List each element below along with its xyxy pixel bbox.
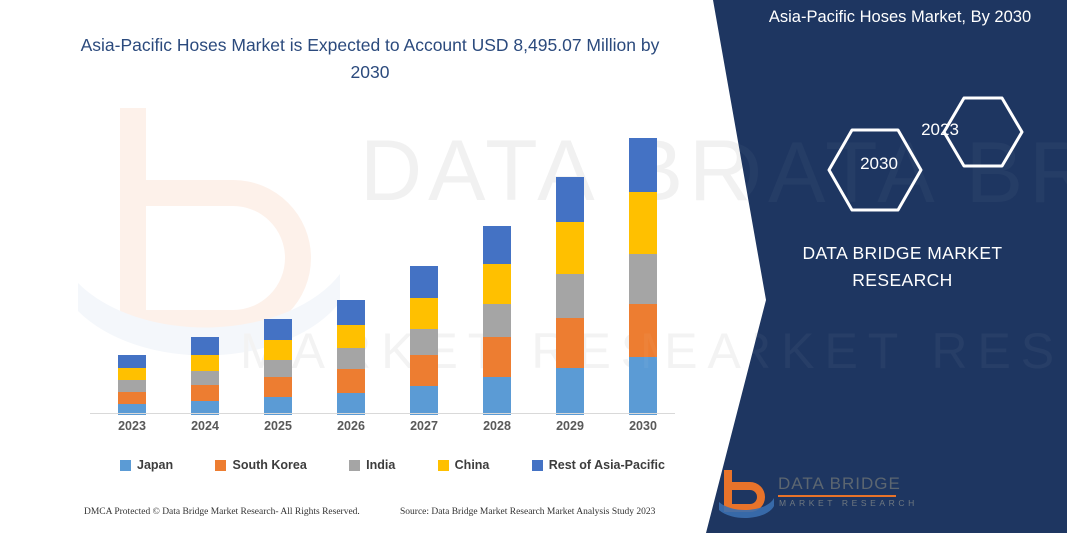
legend-swatch-icon bbox=[531, 459, 543, 471]
bar-2030 bbox=[629, 138, 657, 415]
legend-label: Rest of Asia-Pacific bbox=[548, 458, 665, 472]
hexagon-group: 2030 2023 bbox=[812, 92, 1042, 212]
hexagon-2023-label: 2023 bbox=[921, 120, 959, 139]
legend-item-india[interactable]: India bbox=[349, 458, 395, 472]
stacked-bar-chart bbox=[90, 120, 670, 415]
bar-segment-2024-rest-of-asia-pacific bbox=[191, 337, 219, 355]
x-axis-label-2026: 2026 bbox=[337, 419, 365, 433]
legend-label: Japan bbox=[137, 458, 174, 472]
panel-title: Asia-Pacific Hoses Market, By 2030 bbox=[768, 8, 1032, 26]
bar-segment-2030-south-korea bbox=[629, 304, 657, 357]
bar-2025 bbox=[264, 319, 292, 415]
bar-segment-2025-rest-of-asia-pacific bbox=[264, 319, 292, 340]
bar-segment-2030-rest-of-asia-pacific bbox=[629, 138, 657, 192]
brand-line-2: RESEARCH bbox=[852, 270, 953, 290]
x-axis-label-2030: 2030 bbox=[629, 419, 657, 433]
brand-line-1: DATA BRIDGE MARKET bbox=[802, 243, 1003, 263]
bar-segment-2027-china bbox=[410, 298, 438, 329]
bar-segment-2024-china bbox=[191, 355, 219, 371]
bar-segment-2026-south-korea bbox=[337, 369, 365, 393]
legend-item-china[interactable]: China bbox=[437, 458, 490, 472]
bar-segment-2028-india bbox=[483, 304, 511, 337]
bar-segment-2024-india bbox=[191, 371, 219, 385]
legend-item-rest-of-asia-pacific[interactable]: Rest of Asia-Pacific bbox=[531, 458, 665, 472]
footer-source-text: Source: Data Bridge Market Research Mark… bbox=[400, 507, 656, 517]
bar-2027 bbox=[410, 266, 438, 415]
bar-segment-2029-india bbox=[556, 274, 584, 318]
bar-segment-2026-japan bbox=[337, 393, 365, 415]
x-axis-label-2027: 2027 bbox=[410, 419, 438, 433]
bar-segment-2030-japan bbox=[629, 357, 657, 415]
legend-swatch-icon bbox=[349, 459, 361, 471]
bar-segment-2030-india bbox=[629, 254, 657, 304]
footer: DMCA Protected © Data Bridge Market Rese… bbox=[0, 507, 710, 527]
bar-segment-2030-china bbox=[629, 192, 657, 254]
bar-segment-2026-china bbox=[337, 325, 365, 348]
bar-segment-2029-rest-of-asia-pacific bbox=[556, 177, 584, 222]
bar-segment-2027-india bbox=[410, 329, 438, 355]
logo-mark-icon bbox=[719, 470, 774, 518]
bar-segment-2026-rest-of-asia-pacific bbox=[337, 300, 365, 325]
x-axis-label-2025: 2025 bbox=[264, 419, 292, 433]
bar-segment-2025-india bbox=[264, 360, 292, 377]
legend-label: China bbox=[454, 458, 490, 472]
bar-2026 bbox=[337, 300, 365, 415]
bar-segment-2023-rest-of-asia-pacific bbox=[118, 355, 146, 368]
bar-2023 bbox=[118, 355, 146, 415]
bar-segment-2026-india bbox=[337, 348, 365, 369]
bar-segment-2027-south-korea bbox=[410, 355, 438, 386]
bar-segment-2027-rest-of-asia-pacific bbox=[410, 266, 438, 298]
hexagon-2023-shape bbox=[942, 96, 1024, 168]
logo-text-main: DATA BRIDGE bbox=[778, 474, 901, 493]
legend-swatch-icon bbox=[437, 459, 449, 471]
legend-label: India bbox=[366, 458, 396, 472]
legend-swatch-icon bbox=[215, 459, 227, 471]
brand-name: DATA BRIDGE MARKET RESEARCH bbox=[795, 240, 1010, 294]
bar-segment-2029-south-korea bbox=[556, 318, 584, 368]
footer-dmca-text: DMCA Protected © Data Bridge Market Rese… bbox=[84, 507, 360, 517]
legend-label: South Korea bbox=[232, 458, 307, 472]
bar-segment-2023-china bbox=[118, 368, 146, 380]
x-axis-label-2029: 2029 bbox=[556, 419, 584, 433]
x-axis-label-2024: 2024 bbox=[191, 419, 219, 433]
hexagon-2030-shape bbox=[827, 128, 923, 212]
bar-segment-2029-japan bbox=[556, 368, 584, 415]
hexagon-2030-label: 2030 bbox=[860, 154, 898, 173]
bar-segment-2023-india bbox=[118, 380, 146, 392]
legend-swatch-icon bbox=[120, 459, 131, 471]
panel-watermark-marketresearch: MARKET RESEARCH bbox=[640, 322, 1067, 380]
chart-title: Asia-Pacific Hoses Market is Expected to… bbox=[80, 35, 660, 82]
databridge-logo: DATA BRIDGE MARKET RESEARCH bbox=[718, 468, 918, 523]
bar-segment-2025-south-korea bbox=[264, 377, 292, 397]
bar-segment-2027-japan bbox=[410, 386, 438, 415]
x-axis-label-2023: 2023 bbox=[118, 419, 146, 433]
chart-legend: Japan South Korea India China Rest of Asia-P… bbox=[120, 455, 665, 475]
bar-2024 bbox=[191, 337, 219, 415]
bar-segment-2028-rest-of-asia-pacific bbox=[483, 226, 511, 264]
bar-segment-2025-china bbox=[264, 340, 292, 360]
bar-2028 bbox=[483, 226, 511, 415]
bar-segment-2028-japan bbox=[483, 377, 511, 415]
logo-text-sub: MARKET RESEARCH bbox=[779, 498, 918, 508]
x-axis-labels: 2023 2024 2025 2026 2027 2028 2029 2030 bbox=[90, 419, 675, 439]
bar-segment-2023-south-korea bbox=[118, 392, 146, 404]
bar-2029 bbox=[556, 177, 584, 415]
legend-item-japan[interactable]: Japan bbox=[120, 458, 173, 472]
legend-item-south-korea[interactable]: South Korea bbox=[215, 458, 307, 472]
bar-segment-2025-japan bbox=[264, 397, 292, 415]
bar-segment-2029-china bbox=[556, 222, 584, 274]
x-axis-label-2028: 2028 bbox=[483, 419, 511, 433]
x-axis-line bbox=[90, 413, 675, 414]
bar-segment-2023-japan bbox=[118, 404, 146, 415]
bar-segment-2028-china bbox=[483, 264, 511, 304]
bar-segment-2024-japan bbox=[191, 401, 219, 415]
bar-segment-2028-south-korea bbox=[483, 337, 511, 377]
bar-segment-2024-south-korea bbox=[191, 385, 219, 401]
logo-underline bbox=[778, 495, 896, 497]
